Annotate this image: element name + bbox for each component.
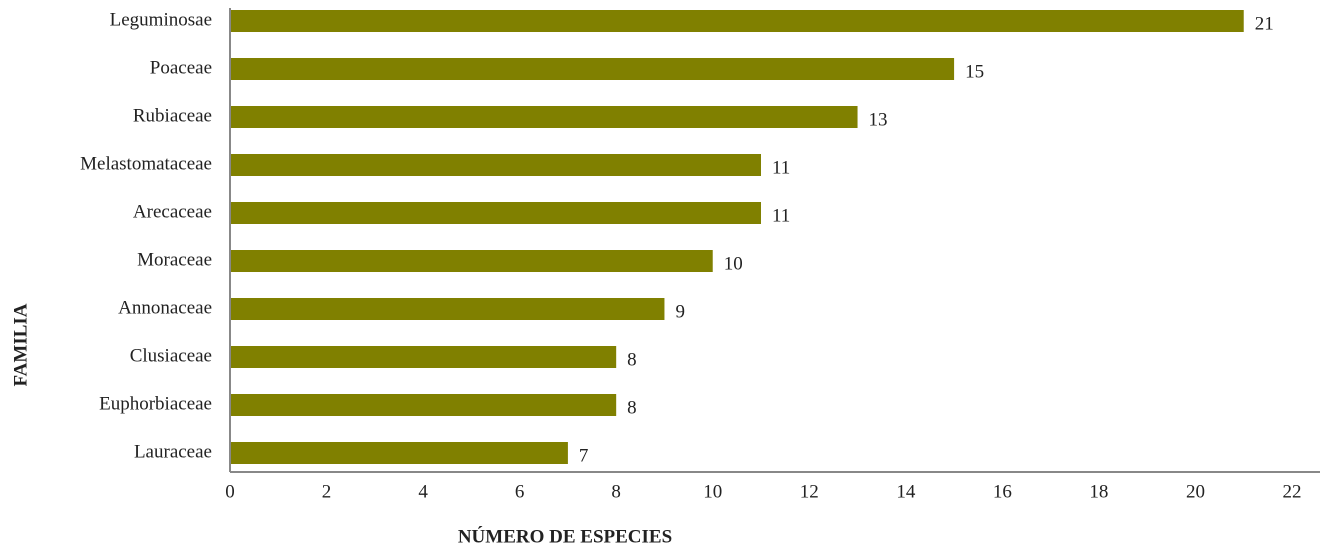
value-label: 11 [772,205,790,226]
x-tick-label: 4 [418,481,428,502]
value-label: 8 [627,349,637,370]
x-tick-label: 20 [1186,481,1205,502]
y-axis-label: FAMILIA [10,303,31,386]
value-label: 21 [1255,13,1274,34]
bar [230,250,713,272]
x-tick-label: 6 [515,481,525,502]
x-tick-label: 18 [1089,481,1108,502]
y-tick-label: Clusiaceae [130,345,212,366]
y-tick-label: Poaceae [150,57,212,78]
y-tick-label: Leguminosae [110,9,212,30]
value-label: 7 [579,445,589,466]
x-tick-label: 22 [1283,481,1302,502]
bar [230,106,858,128]
bar [230,298,665,320]
value-label: 10 [724,253,743,274]
bar [230,154,761,176]
bar [230,442,568,464]
bar [230,10,1244,32]
bar [230,202,761,224]
y-tick-label: Annonaceae [118,297,212,318]
value-label: 15 [965,61,984,82]
x-tick-label: 2 [322,481,332,502]
y-tick-label: Rubiaceae [133,105,212,126]
bar [230,394,617,416]
x-axis-label: NÚMERO DE ESPECIES [458,525,672,547]
x-tick-label: 12 [800,481,819,502]
bar [230,346,617,368]
value-label: 13 [869,109,888,130]
y-tick-label: Euphorbiaceae [99,393,212,414]
x-tick-label: 10 [703,481,722,502]
x-tick-label: 16 [993,481,1012,502]
x-tick-label: 14 [896,481,916,502]
y-tick-label: Lauraceae [134,441,212,462]
y-tick-label: Melastomataceae [80,153,212,174]
value-label: 9 [675,301,685,322]
value-label: 8 [627,397,637,418]
x-tick-label: 0 [225,481,235,502]
x-tick-label: 8 [611,481,621,502]
y-tick-label: Arecaceae [133,201,212,222]
bar [230,58,955,80]
y-tick-label: Moraceae [137,249,212,270]
value-label: 11 [772,157,790,178]
